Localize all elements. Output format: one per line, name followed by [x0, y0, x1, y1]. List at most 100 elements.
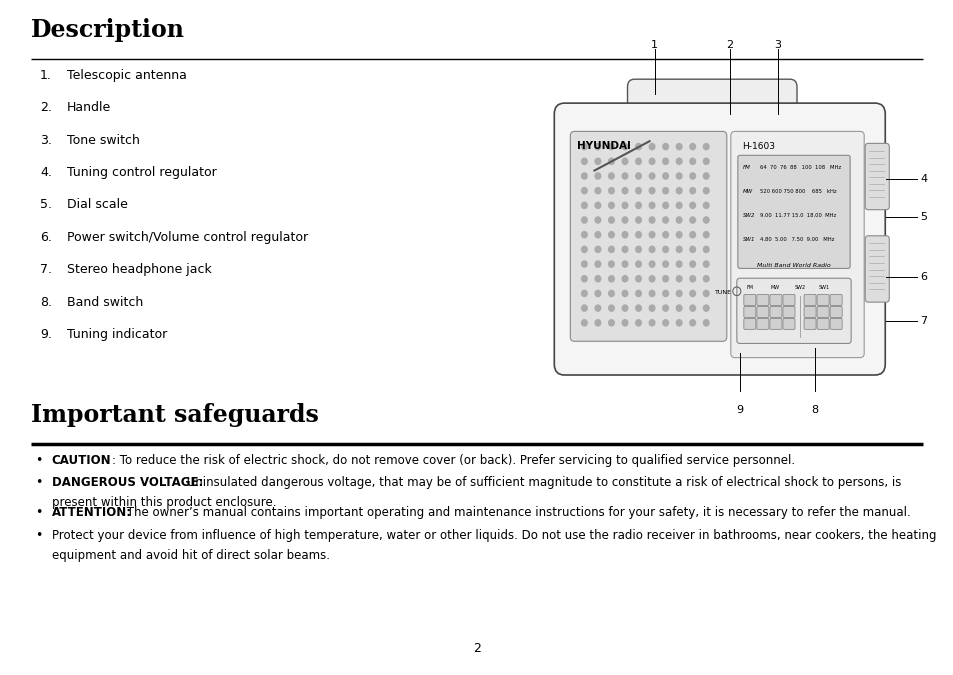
Circle shape: [635, 275, 641, 283]
Circle shape: [580, 319, 587, 327]
Text: •: •: [35, 476, 43, 489]
Circle shape: [580, 157, 587, 165]
Circle shape: [594, 246, 600, 253]
Text: 4.80  5.00   7.50  9.00   MHz: 4.80 5.00 7.50 9.00 MHz: [760, 237, 833, 242]
FancyBboxPatch shape: [864, 236, 888, 302]
FancyBboxPatch shape: [743, 319, 755, 329]
Circle shape: [688, 216, 696, 224]
Circle shape: [675, 172, 682, 180]
Text: CAUTION: CAUTION: [51, 454, 111, 466]
Text: HYUNDAI: HYUNDAI: [577, 141, 631, 151]
Text: 9.00  11.77 15.0  18.00  MHz: 9.00 11.77 15.0 18.00 MHz: [760, 213, 835, 218]
FancyBboxPatch shape: [829, 306, 841, 317]
Text: SW2: SW2: [794, 285, 805, 290]
Circle shape: [675, 275, 682, 283]
FancyBboxPatch shape: [803, 306, 815, 317]
Text: Tuning indicator: Tuning indicator: [67, 328, 167, 341]
Circle shape: [648, 143, 655, 151]
FancyBboxPatch shape: [816, 306, 828, 317]
Circle shape: [688, 246, 696, 253]
Circle shape: [580, 231, 587, 238]
Circle shape: [675, 202, 682, 209]
Circle shape: [661, 143, 668, 151]
Circle shape: [648, 246, 655, 253]
Text: 2: 2: [725, 40, 733, 50]
Text: •: •: [35, 454, 43, 466]
FancyBboxPatch shape: [743, 306, 755, 317]
Circle shape: [620, 246, 628, 253]
Circle shape: [607, 319, 615, 327]
Text: Description: Description: [30, 18, 184, 42]
Circle shape: [580, 172, 587, 180]
Text: 6: 6: [920, 272, 926, 282]
Text: MW: MW: [742, 189, 752, 194]
Circle shape: [580, 261, 587, 268]
Circle shape: [620, 275, 628, 283]
Circle shape: [661, 187, 668, 194]
Text: Tone switch: Tone switch: [67, 134, 139, 146]
Circle shape: [594, 231, 600, 238]
Circle shape: [661, 231, 668, 238]
Circle shape: [594, 187, 600, 194]
Circle shape: [702, 275, 709, 283]
Text: 2: 2: [473, 642, 480, 655]
Circle shape: [661, 275, 668, 283]
Text: 4.: 4.: [40, 166, 51, 179]
Text: Stereo headphone jack: Stereo headphone jack: [67, 263, 212, 276]
Circle shape: [580, 202, 587, 209]
Circle shape: [607, 202, 615, 209]
Circle shape: [635, 172, 641, 180]
Circle shape: [688, 261, 696, 268]
Circle shape: [648, 290, 655, 297]
Circle shape: [594, 143, 600, 151]
Circle shape: [648, 261, 655, 268]
Circle shape: [580, 275, 587, 283]
Circle shape: [702, 187, 709, 194]
FancyBboxPatch shape: [782, 319, 794, 329]
Text: SW1: SW1: [742, 237, 755, 242]
Circle shape: [648, 275, 655, 283]
Circle shape: [607, 246, 615, 253]
Text: 9.: 9.: [40, 328, 51, 341]
Text: : To reduce the risk of electric shock, do not remove cover (or back). Prefer se: : To reduce the risk of electric shock, …: [112, 454, 794, 466]
FancyBboxPatch shape: [554, 103, 884, 375]
Text: 5.: 5.: [40, 198, 52, 211]
Circle shape: [594, 319, 600, 327]
Circle shape: [675, 246, 682, 253]
Text: ATTENTION:: ATTENTION:: [51, 506, 132, 519]
Circle shape: [648, 319, 655, 327]
Text: 4: 4: [920, 174, 926, 184]
Circle shape: [635, 143, 641, 151]
Circle shape: [607, 187, 615, 194]
FancyBboxPatch shape: [803, 319, 815, 329]
Text: •: •: [35, 529, 43, 542]
Text: Telescopic antenna: Telescopic antenna: [67, 69, 187, 82]
Circle shape: [661, 172, 668, 180]
Text: 3.: 3.: [40, 134, 51, 146]
FancyBboxPatch shape: [782, 294, 794, 305]
Circle shape: [580, 290, 587, 297]
Circle shape: [620, 202, 628, 209]
Text: 8: 8: [811, 406, 818, 415]
Circle shape: [661, 319, 668, 327]
Text: SW1: SW1: [819, 285, 829, 290]
Circle shape: [675, 290, 682, 297]
FancyBboxPatch shape: [829, 319, 841, 329]
Circle shape: [648, 187, 655, 194]
Circle shape: [607, 304, 615, 312]
Circle shape: [635, 319, 641, 327]
Text: FM: FM: [742, 165, 750, 170]
Circle shape: [675, 304, 682, 312]
Circle shape: [675, 231, 682, 238]
Circle shape: [675, 187, 682, 194]
Circle shape: [702, 231, 709, 238]
FancyBboxPatch shape: [816, 319, 828, 329]
Text: DANGEROUS VOLTAGE:: DANGEROUS VOLTAGE:: [51, 476, 203, 489]
Text: equipment and avoid hit of direct solar beams.: equipment and avoid hit of direct solar …: [51, 549, 329, 562]
Circle shape: [620, 231, 628, 238]
FancyBboxPatch shape: [756, 294, 768, 305]
Circle shape: [688, 275, 696, 283]
Circle shape: [620, 172, 628, 180]
Text: 520 600 750 800    685   kHz: 520 600 750 800 685 kHz: [760, 189, 836, 194]
Circle shape: [688, 231, 696, 238]
